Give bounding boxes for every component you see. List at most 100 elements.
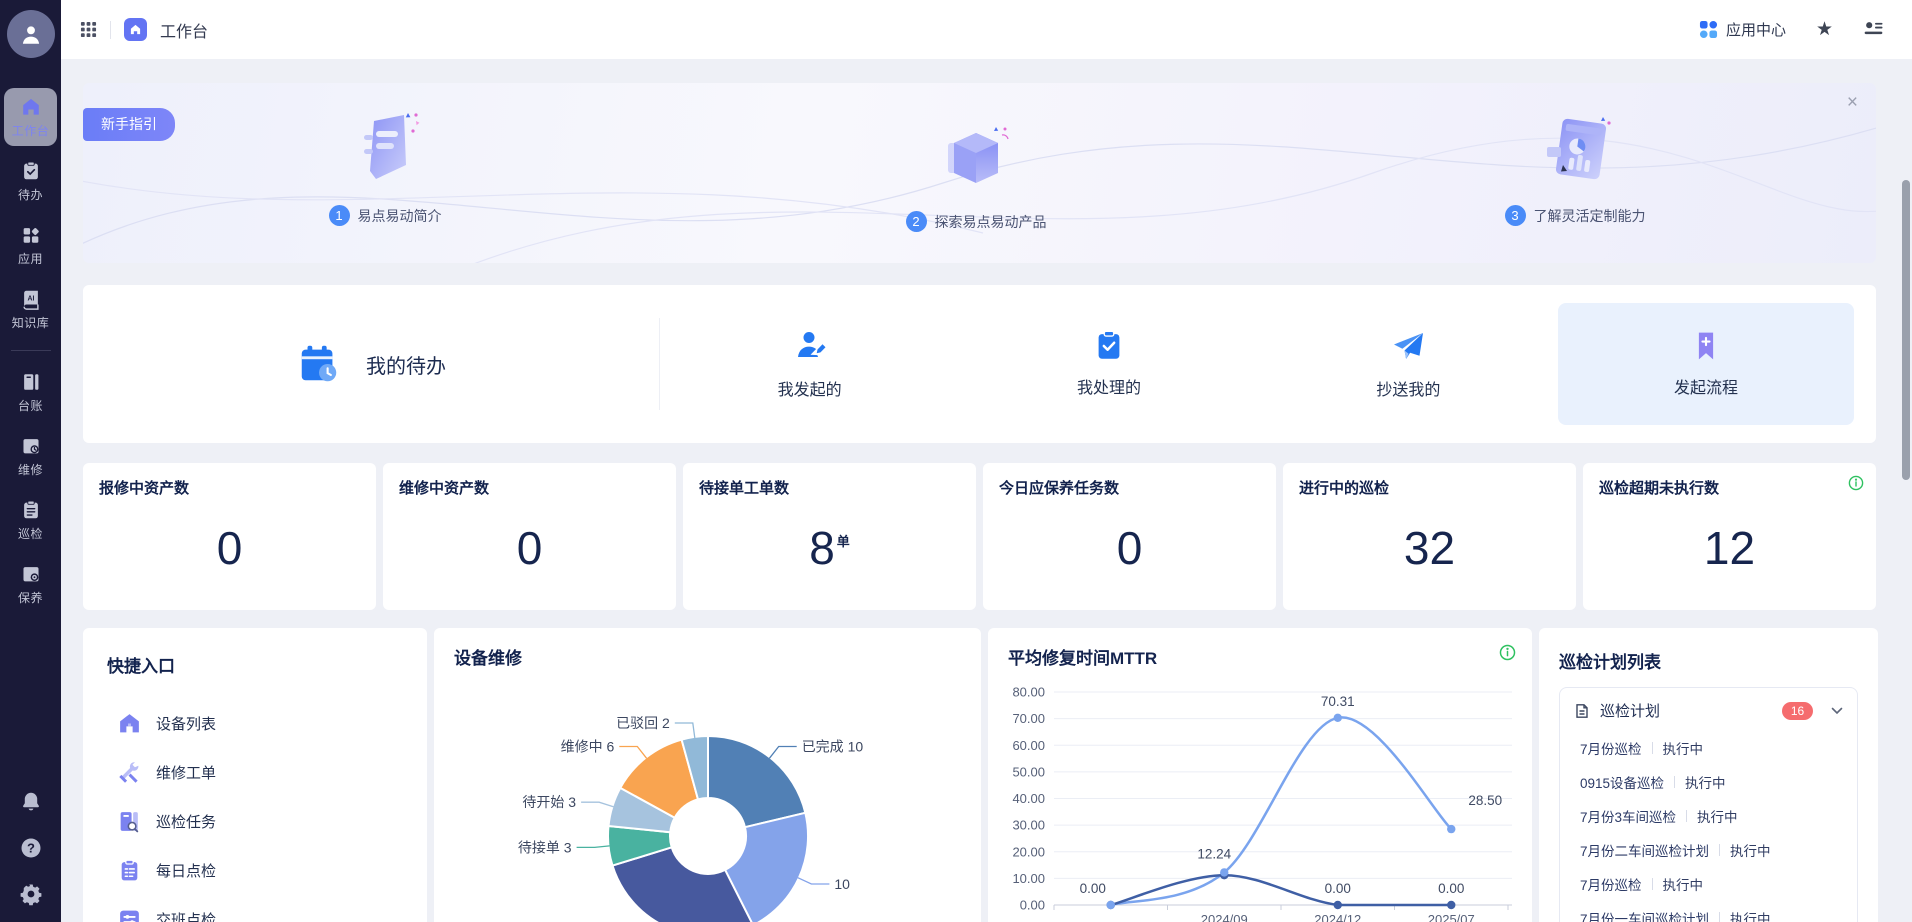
info-icon[interactable] <box>1848 475 1864 491</box>
sidebar-item-workbench[interactable]: 工作台 <box>4 88 57 146</box>
shortcut-device-list[interactable]: 设备列表 <box>107 699 427 748</box>
sidebar-item-todo[interactable]: 待办 <box>4 152 57 210</box>
start-flow-button[interactable]: 发起流程 <box>1558 303 1854 425</box>
guide-illustration-receipt <box>346 109 424 191</box>
row-divider <box>1719 912 1721 922</box>
svg-text:40.00: 40.00 <box>1012 791 1045 806</box>
row-divider <box>1686 810 1688 822</box>
svg-text:待开始 3: 待开始 3 <box>522 794 576 810</box>
guide-step-1[interactable]: 1 易点易动简介 <box>255 109 515 226</box>
plan-row[interactable]: 0915设备巡检 执行中 <box>1580 776 1726 791</box>
sidebar: 工作台 待办 应用 AI 知识库 台账 维修 巡检 保养 <box>0 0 61 922</box>
app-grid-icon <box>20 224 42 246</box>
cc-to-me-button[interactable]: 抄送我的 <box>1259 328 1558 400</box>
inspection-plans-panel: 巡检计划列表 巡检计划 16 7月份巡检 执行中 0915设备巡检 执行中 7月份3… <box>1539 628 1878 922</box>
sidebar-item-inspection[interactable]: 巡检 <box>4 491 57 549</box>
stat-card-inspection-overdue: 巡检超期未执行数 12 <box>1583 463 1876 610</box>
row-divider <box>1651 742 1653 754</box>
mttr-line-chart: 0.00 10.00 20.00 30.00 40.00 50.00 60.00 70.00 8… <box>1012 685 1512 922</box>
step-label: 探索易点易动产品 <box>934 213 1047 230</box>
row-divider <box>1651 878 1653 890</box>
handled-by-me-button[interactable]: 我处理的 <box>959 328 1258 400</box>
chevron-down-icon[interactable] <box>1831 707 1843 715</box>
home-icon <box>117 711 142 736</box>
person-edit-icon <box>792 328 828 364</box>
sidebar-item-ledger[interactable]: 台账 <box>4 363 57 421</box>
clipboard-list-icon <box>117 858 142 883</box>
sidebar-item-label: 巡检 <box>17 527 43 541</box>
app-center-button[interactable]: 应用中心 <box>1699 19 1786 40</box>
cabinet-search-icon <box>117 809 142 834</box>
quick-item-label: 我处理的 <box>1076 380 1141 397</box>
plan-group-box: 巡检计划 16 7月份巡检 执行中 0915设备巡检 执行中 7月份3车间巡检 执行中… <box>1559 687 1858 922</box>
info-icon[interactable] <box>1499 644 1516 661</box>
tools-icon <box>117 760 142 785</box>
sidebar-item-label: 维修 <box>17 463 43 477</box>
stat-title: 进行中的巡检 <box>1299 480 1390 497</box>
plan-group-label: 巡检计划 <box>1600 703 1661 720</box>
help-icon[interactable]: ? <box>19 836 43 860</box>
profile-card-icon[interactable] <box>1863 19 1884 40</box>
quick-items: 我发起的 我处理的 抄送我的 <box>660 328 1558 400</box>
sidebar-item-label: 知识库 <box>11 316 50 330</box>
svg-text:?: ? <box>27 841 35 856</box>
svg-text:已完成 10: 已完成 10 <box>802 739 864 755</box>
svg-text:维修中 6: 维修中 6 <box>561 739 615 755</box>
quick-divider <box>659 318 660 410</box>
sidebar-item-knowledge[interactable]: AI 知识库 <box>4 280 57 338</box>
step-label: 易点易动简介 <box>357 207 442 224</box>
stat-title: 今日应保养任务数 <box>999 480 1120 497</box>
book-ai-icon: AI <box>20 288 42 310</box>
initiated-by-me-button[interactable]: 我发起的 <box>660 328 959 400</box>
guide-badge[interactable]: 新手指引 <box>83 108 175 141</box>
my-todo-button[interactable]: 我的待办 <box>83 341 659 387</box>
stat-value: 0 <box>1116 522 1143 574</box>
bell-icon[interactable] <box>19 790 43 814</box>
page-title[interactable]: 工作台 <box>160 23 209 41</box>
plan-row[interactable]: 7月份3车间巡检 执行中 <box>1580 810 1738 825</box>
svg-text:0.00: 0.00 <box>1325 881 1351 896</box>
grid-menu-icon[interactable] <box>80 21 97 38</box>
maintenance-box-icon <box>20 563 42 585</box>
svg-text:0.00: 0.00 <box>1080 881 1106 896</box>
avatar[interactable] <box>6 10 55 58</box>
plan-row[interactable]: 7月份一车间巡检计划 执行中 <box>1580 912 1771 922</box>
shortcut-label: 每日点检 <box>156 863 217 880</box>
plan-row[interactable]: 7月份二车间巡检计划 执行中 <box>1580 844 1771 859</box>
svg-text:2024/12: 2024/12 <box>1314 912 1361 922</box>
stat-title: 维修中资产数 <box>399 480 490 497</box>
plan-row[interactable]: 7月份巡检 执行中 <box>1580 742 1704 757</box>
scrollbar-thumb[interactable] <box>1902 180 1910 480</box>
workbench-app-icon <box>124 18 147 41</box>
sidebar-divider <box>10 350 51 351</box>
shortcut-label: 维修工单 <box>156 765 217 782</box>
favorite-star-icon[interactable]: ★ <box>1815 19 1833 40</box>
close-icon[interactable]: × <box>1846 92 1858 113</box>
topbar: 工作台 应用中心 ★ <box>61 0 1912 59</box>
plan-list: 7月份巡检 执行中 0915设备巡检 执行中 7月份3车间巡检 执行中 7月份二车间巡… <box>1574 731 1843 922</box>
pie-chart-title: 设备维修 <box>454 649 522 668</box>
shortcut-repair-order[interactable]: 维修工单 <box>107 748 427 797</box>
row-divider <box>1719 844 1721 856</box>
sidebar-item-label: 待办 <box>17 188 43 202</box>
mttr-chart-panel: 平均修复时间MTTR 0.00 10.00 20.00 30.00 40.00 50.00… <box>988 628 1532 922</box>
bottom-row: 快捷入口 设备列表 维修工单 巡检任务 <box>83 628 1878 922</box>
row-divider <box>1674 776 1676 788</box>
shortcuts-panel: 快捷入口 设备列表 维修工单 巡检任务 <box>83 628 427 922</box>
plan-row[interactable]: 7月份巡检 执行中 <box>1580 878 1704 893</box>
stat-card-inspection-active: 进行中的巡检 32 <box>1283 463 1576 610</box>
sidebar-item-apps[interactable]: 应用 <box>4 216 57 274</box>
guide-step-2[interactable]: 2 探索易点易动产品 <box>846 115 1106 232</box>
shortcut-shift-check[interactable]: 交班点检 <box>107 895 427 922</box>
shortcut-inspection-task[interactable]: 巡检任务 <box>107 797 427 846</box>
sidebar-item-label: 台账 <box>17 399 43 413</box>
sidebar-item-repair[interactable]: 维修 <box>4 427 57 485</box>
settings-gear-icon[interactable] <box>19 882 43 906</box>
sidebar-item-maintenance[interactable]: 保养 <box>4 555 57 613</box>
home-icon <box>20 96 42 118</box>
guide-step-3[interactable]: 3 了解灵活定制能力 <box>1445 109 1705 226</box>
quick-actions-card: 我的待办 我发起的 我处理的 <box>83 285 1876 443</box>
plan-group-header[interactable]: 巡检计划 16 <box>1574 700 1843 721</box>
shortcut-daily-check[interactable]: 每日点检 <box>107 846 427 895</box>
